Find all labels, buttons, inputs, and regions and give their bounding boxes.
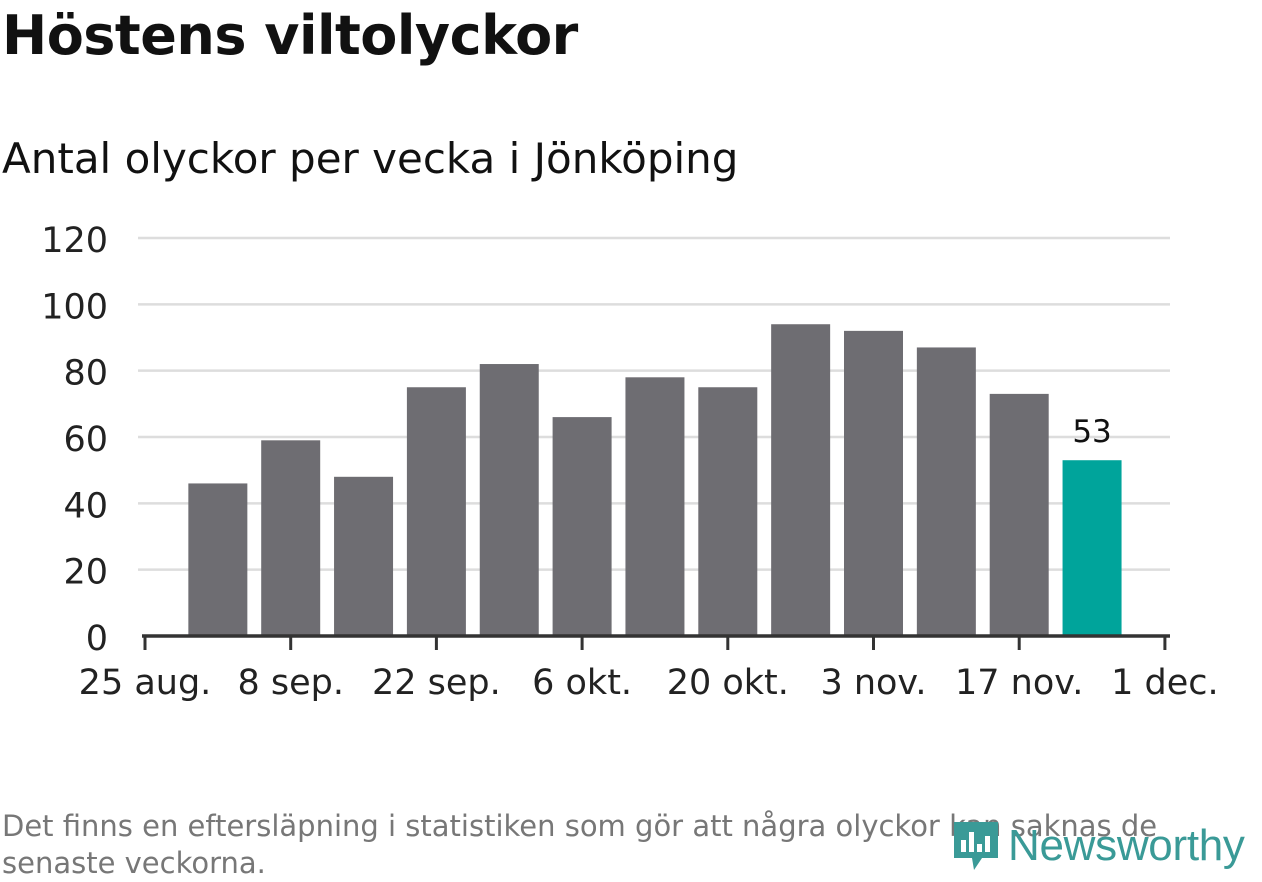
x-tick-label: 22 sep.: [372, 663, 501, 703]
y-tick-label: 120: [41, 221, 108, 261]
bar: [625, 377, 685, 636]
x-tick-label: 1 dec.: [1111, 663, 1219, 703]
x-tick-label: 3 nov.: [820, 663, 926, 703]
y-tick-label: 60: [63, 420, 108, 460]
x-tick-label: 25 aug.: [79, 663, 212, 703]
x-tick-label: 20 okt.: [667, 663, 789, 703]
bar: [479, 364, 539, 636]
x-tick-label: 6 okt.: [532, 663, 632, 703]
data-labels: 53: [1072, 414, 1111, 450]
bar: [334, 476, 394, 636]
brand-name: Newsworthy: [1008, 821, 1245, 870]
x-tick-label: 8 sep.: [237, 663, 344, 703]
bar: [771, 324, 831, 636]
y-tick-label: 40: [63, 486, 108, 526]
data-label: 53: [1072, 414, 1111, 450]
bar: [989, 393, 1049, 636]
y-tick-label: 80: [63, 354, 108, 394]
x-tick-label: 17 nov.: [955, 663, 1083, 703]
y-axis-tick-labels: 0 20 40 60 80 100 120: [41, 221, 108, 659]
brand-logo: Newsworthy: [952, 818, 1245, 874]
bar: [698, 387, 758, 636]
chart-subtitle: Antal olyckor per vecka i Jönköping: [2, 134, 739, 183]
newsworthy-logo-icon: [954, 822, 998, 870]
x-axis: 25 aug. 8 sep. 22 sep. 6 okt. 20 okt. 3 nov. 1…: [79, 634, 1219, 703]
bar: [406, 387, 466, 636]
bar-highlighted: [1062, 460, 1122, 636]
bar: [844, 330, 903, 636]
chart-title: Höstens viltolyckor: [2, 4, 578, 67]
y-tick-label: 0: [86, 619, 108, 659]
y-tick-label: 20: [63, 553, 108, 593]
bar: [916, 347, 976, 636]
bar: [261, 440, 321, 636]
bar: [552, 417, 612, 636]
y-tick-label: 100: [41, 287, 108, 327]
bars: [188, 324, 1122, 636]
bar: [188, 483, 248, 636]
bar-chart: 0 20 40 60 80 100 120 25 aug. 8 sep. 22 sep. 6 ok…: [41, 221, 1219, 703]
